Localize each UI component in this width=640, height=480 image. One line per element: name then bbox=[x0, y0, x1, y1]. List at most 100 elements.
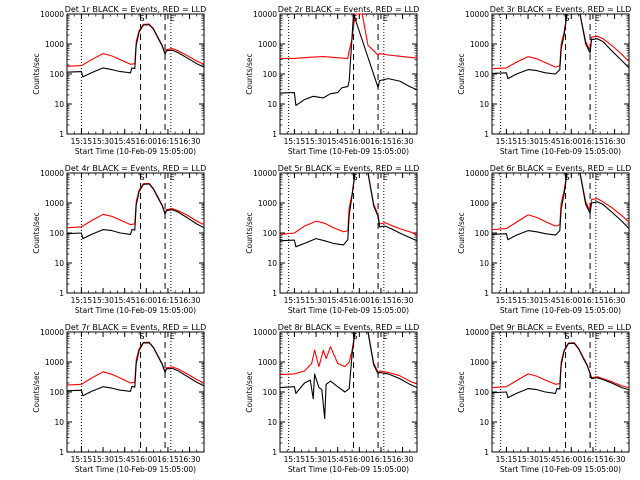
y-tick-label: 1000 bbox=[470, 199, 489, 208]
x-tick-label: 16:00 bbox=[136, 137, 158, 146]
y-axis-label: Counts/sec bbox=[32, 212, 41, 253]
marker-e-label: E bbox=[383, 14, 388, 23]
series-line-lld bbox=[66, 182, 205, 229]
x-tick-label: 15:45 bbox=[327, 455, 349, 464]
panel-det-3: Det 3r BLACK = Events, RED = LLD 1 10 100 10… bbox=[457, 5, 631, 156]
panel-title: Det 6r BLACK = Events, RED = LLD bbox=[490, 164, 632, 173]
y-axis-label: Counts/sec bbox=[245, 212, 254, 253]
marker-e-label: E bbox=[170, 173, 175, 182]
y-tick-label: 100 bbox=[475, 388, 490, 397]
x-tick-label: 15:15 bbox=[496, 137, 518, 146]
y-tick-label: 10000 bbox=[253, 169, 277, 178]
y-tick-label: 1 bbox=[272, 289, 277, 298]
x-axis-label: Start Time (10-Feb-09 15:05:00) bbox=[288, 147, 409, 156]
y-tick-label: 100 bbox=[475, 229, 490, 238]
panel-det-4: Det 4r BLACK = Events, RED = LLD 1 10 100 10… bbox=[32, 164, 206, 315]
x-axis-label: Start Time (10-Feb-09 15:05:00) bbox=[500, 306, 621, 315]
y-tick-label: 1000 bbox=[45, 358, 64, 367]
series-line-events bbox=[491, 342, 630, 399]
series-line-lld bbox=[66, 23, 205, 67]
plot-frame bbox=[279, 331, 418, 453]
panel-title: Det 8r BLACK = Events, RED = LLD bbox=[278, 323, 420, 332]
y-tick-label: 10 bbox=[479, 100, 489, 109]
y-tick-label: 10 bbox=[267, 418, 277, 427]
marker-s-label: S bbox=[564, 332, 569, 341]
x-tick-label: 16:00 bbox=[349, 455, 371, 464]
x-tick-label: 15:15 bbox=[71, 296, 93, 305]
x-tick-label: 16:15 bbox=[582, 137, 604, 146]
x-tick-label: 15:30 bbox=[517, 296, 539, 305]
y-axis-label: Counts/sec bbox=[32, 53, 41, 94]
x-tick-label: 15:30 bbox=[92, 296, 114, 305]
x-tick-label: 16:30 bbox=[604, 455, 626, 464]
y-tick-label: 10 bbox=[479, 259, 489, 268]
y-tick-label: 10000 bbox=[253, 10, 277, 19]
y-tick-label: 1 bbox=[59, 289, 64, 298]
y-tick-label: 1000 bbox=[470, 358, 489, 367]
x-axis-label: Start Time (10-Feb-09 15:05:00) bbox=[288, 465, 409, 474]
y-tick-label: 100 bbox=[263, 70, 278, 79]
y-tick-label: 10000 bbox=[465, 169, 489, 178]
x-tick-label: 15:15 bbox=[284, 296, 306, 305]
y-tick-label: 10000 bbox=[465, 328, 489, 337]
y-axis-label: Counts/sec bbox=[32, 371, 41, 412]
y-tick-label: 10 bbox=[267, 100, 277, 109]
x-tick-label: 15:45 bbox=[114, 296, 136, 305]
marker-e-label: E bbox=[595, 14, 600, 23]
x-tick-label: 16:00 bbox=[136, 455, 158, 464]
x-tick-label: 16:30 bbox=[179, 455, 201, 464]
marker-e-label: E bbox=[170, 332, 175, 341]
x-tick-label: 15:45 bbox=[114, 137, 136, 146]
y-tick-label: 1 bbox=[484, 130, 489, 139]
panel-det-8: Det 8r BLACK = Events, RED = LLD 1 10 100 10… bbox=[245, 323, 419, 474]
plot-frame bbox=[66, 13, 205, 135]
x-tick-label: 16:30 bbox=[179, 296, 201, 305]
y-tick-label: 1000 bbox=[45, 40, 64, 49]
marker-e-label: E bbox=[383, 332, 388, 341]
plot-frame bbox=[66, 172, 205, 294]
plot-frame bbox=[491, 172, 630, 294]
series-line-events bbox=[491, 13, 630, 80]
y-tick-label: 1000 bbox=[45, 199, 64, 208]
panel-title: Det 4r BLACK = Events, RED = LLD bbox=[65, 164, 207, 173]
marker-s-label: S bbox=[352, 14, 357, 23]
panel-det-1: Det 1r BLACK = Events, RED = LLD 1 10 100 10… bbox=[32, 5, 206, 156]
series-line-lld bbox=[280, 13, 418, 59]
series-line-lld bbox=[491, 342, 630, 389]
series-line-events bbox=[279, 331, 418, 420]
x-tick-label: 16:30 bbox=[392, 137, 414, 146]
x-tick-label: 15:15 bbox=[284, 455, 306, 464]
panel-title: Det 5r BLACK = Events, RED = LLD bbox=[278, 164, 420, 173]
marker-e-label: E bbox=[383, 173, 388, 182]
x-axis-label: Start Time (10-Feb-09 15:05:00) bbox=[75, 306, 196, 315]
panel-title: Det 3r BLACK = Events, RED = LLD bbox=[490, 5, 632, 14]
x-tick-label: 16:00 bbox=[561, 137, 583, 146]
plot-frame bbox=[491, 13, 630, 135]
y-axis-label: Counts/sec bbox=[457, 212, 466, 253]
y-tick-label: 10000 bbox=[40, 328, 64, 337]
y-tick-label: 1 bbox=[484, 448, 489, 457]
x-axis-label: Start Time (10-Feb-09 15:05:00) bbox=[75, 465, 196, 474]
x-tick-label: 16:15 bbox=[582, 296, 604, 305]
y-axis-label: Counts/sec bbox=[245, 371, 254, 412]
x-tick-label: 15:30 bbox=[517, 455, 539, 464]
x-tick-label: 16:15 bbox=[582, 455, 604, 464]
x-tick-label: 16:30 bbox=[392, 455, 414, 464]
x-tick-label: 15:30 bbox=[92, 455, 114, 464]
series-line-events bbox=[279, 172, 418, 248]
x-tick-label: 15:45 bbox=[114, 455, 136, 464]
x-tick-label: 16:30 bbox=[392, 296, 414, 305]
x-tick-label: 16:15 bbox=[370, 296, 392, 305]
x-tick-label: 15:15 bbox=[284, 137, 306, 146]
y-tick-label: 100 bbox=[50, 388, 65, 397]
y-tick-label: 10 bbox=[54, 259, 64, 268]
y-tick-label: 10 bbox=[479, 418, 489, 427]
y-tick-label: 10000 bbox=[40, 169, 64, 178]
series-line-events bbox=[491, 172, 630, 241]
x-tick-label: 16:30 bbox=[179, 137, 201, 146]
y-tick-label: 1 bbox=[272, 448, 277, 457]
panel-det-7: Det 7r BLACK = Events, RED = LLD 1 10 100 10… bbox=[32, 323, 206, 474]
y-tick-label: 1 bbox=[272, 130, 277, 139]
y-tick-label: 10 bbox=[54, 100, 64, 109]
marker-s-label: S bbox=[352, 332, 357, 341]
